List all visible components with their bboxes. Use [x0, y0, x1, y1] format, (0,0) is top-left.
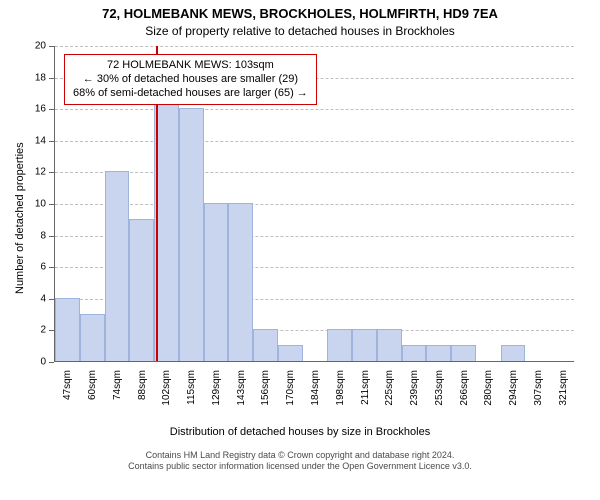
histogram-bar: [228, 203, 253, 361]
x-tick-label: 88sqm: [137, 370, 148, 425]
x-tick-label: 143sqm: [236, 370, 247, 425]
histogram-bar: [451, 345, 476, 361]
histogram-bar: [278, 345, 303, 361]
y-tick-label: 0: [0, 357, 46, 368]
x-tick-label: 211sqm: [360, 370, 371, 425]
x-tick-label: 294sqm: [508, 370, 519, 425]
histogram-bar: [402, 345, 427, 361]
footer-text: Contains HM Land Registry data © Crown c…: [0, 450, 600, 472]
gridline: [55, 204, 574, 205]
histogram-bar: [129, 219, 154, 361]
histogram-bar: [204, 203, 229, 361]
x-tick-label: 307sqm: [533, 370, 544, 425]
chart-subtitle: Size of property relative to detached ho…: [0, 24, 600, 38]
y-tick: [49, 172, 54, 173]
chart-title: 72, HOLMEBANK MEWS, BROCKHOLES, HOLMFIRT…: [0, 6, 600, 21]
x-tick-label: 60sqm: [87, 370, 98, 425]
y-tick-label: 4: [0, 293, 46, 304]
y-tick-label: 20: [0, 41, 46, 52]
y-tick-label: 14: [0, 135, 46, 146]
x-tick-label: 156sqm: [260, 370, 271, 425]
y-tick: [49, 46, 54, 47]
y-tick: [49, 236, 54, 237]
histogram-bar: [179, 108, 204, 361]
x-tick-label: 239sqm: [409, 370, 420, 425]
x-tick-label: 170sqm: [285, 370, 296, 425]
x-tick-label: 266sqm: [459, 370, 470, 425]
x-tick-label: 47sqm: [62, 370, 73, 425]
y-tick-label: 10: [0, 199, 46, 210]
chart-container: 72, HOLMEBANK MEWS, BROCKHOLES, HOLMFIRT…: [0, 0, 600, 500]
histogram-bar: [80, 314, 105, 361]
histogram-bar: [253, 329, 278, 361]
histogram-bar: [426, 345, 451, 361]
x-tick-label: 321sqm: [558, 370, 569, 425]
y-tick: [49, 204, 54, 205]
y-tick: [49, 109, 54, 110]
x-tick-label: 115sqm: [186, 370, 197, 425]
gridline: [55, 172, 574, 173]
histogram-bar: [377, 329, 402, 361]
footer-line-2: Contains public sector information licen…: [0, 461, 600, 472]
footer-line-1: Contains HM Land Registry data © Crown c…: [0, 450, 600, 461]
y-tick: [49, 362, 54, 363]
y-tick: [49, 141, 54, 142]
y-tick: [49, 299, 54, 300]
y-tick-label: 8: [0, 230, 46, 241]
x-axis-label: Distribution of detached houses by size …: [0, 426, 600, 438]
x-tick-label: 74sqm: [112, 370, 123, 425]
y-tick-label: 2: [0, 325, 46, 336]
y-tick-label: 6: [0, 262, 46, 273]
y-tick-label: 12: [0, 167, 46, 178]
x-tick-label: 184sqm: [310, 370, 321, 425]
gridline: [55, 109, 574, 110]
y-tick-label: 16: [0, 104, 46, 115]
annotation-line-3: 68% of semi-detached houses are larger (…: [73, 87, 308, 101]
x-tick-label: 102sqm: [161, 370, 172, 425]
y-tick-label: 18: [0, 72, 46, 83]
x-tick-label: 280sqm: [483, 370, 494, 425]
y-tick: [49, 330, 54, 331]
x-tick-label: 253sqm: [434, 370, 445, 425]
y-tick: [49, 78, 54, 79]
histogram-bar: [352, 329, 377, 361]
x-tick-label: 225sqm: [384, 370, 395, 425]
gridline: [55, 46, 574, 47]
gridline: [55, 141, 574, 142]
x-tick-label: 198sqm: [335, 370, 346, 425]
annotation-line-2: ← 30% of detached houses are smaller (29…: [73, 73, 308, 87]
histogram-bar: [55, 298, 80, 361]
histogram-bar: [105, 171, 130, 361]
annotation-line-1: 72 HOLMEBANK MEWS: 103sqm: [73, 59, 308, 73]
annotation-box: 72 HOLMEBANK MEWS: 103sqm← 30% of detach…: [64, 54, 317, 105]
x-tick-label: 129sqm: [211, 370, 222, 425]
y-tick: [49, 267, 54, 268]
histogram-bar: [501, 345, 526, 361]
histogram-bar: [327, 329, 352, 361]
